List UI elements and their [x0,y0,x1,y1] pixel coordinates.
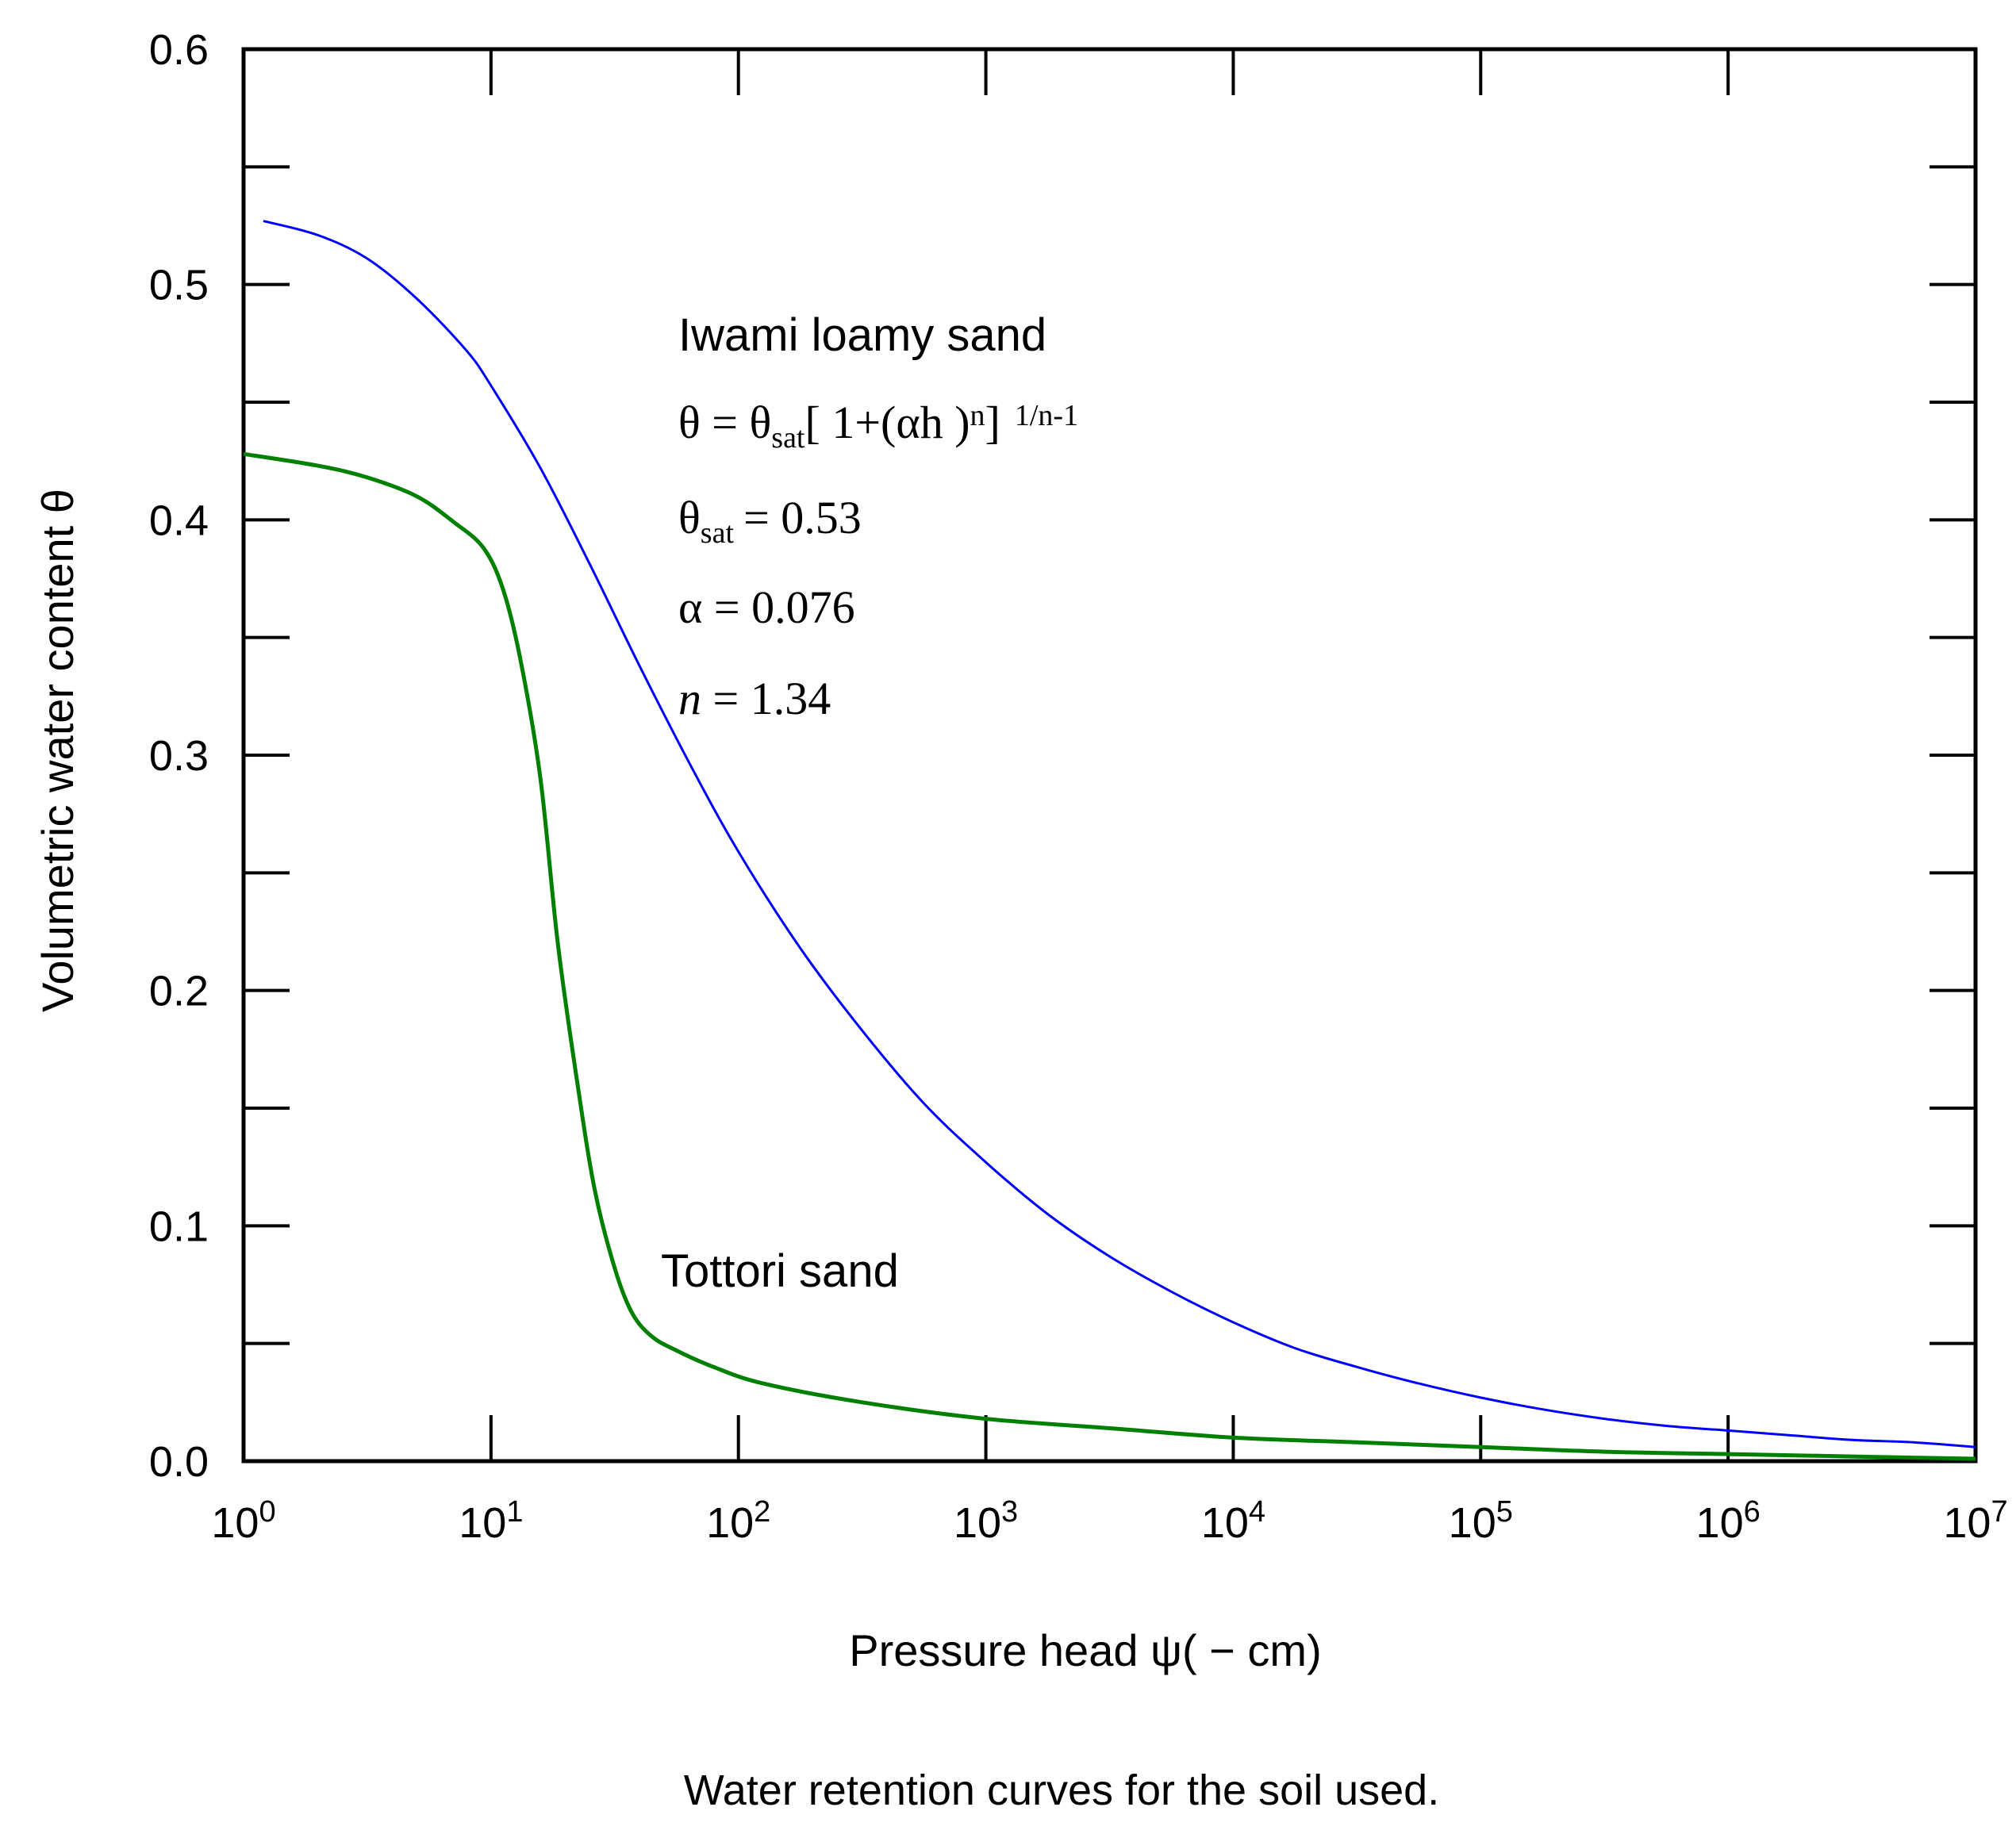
theta-sat-param: θsat = 0.53 [678,492,862,550]
eq-close: ] [985,397,1000,448]
theta-sat-subscript: sat [701,516,735,550]
plot-frame [241,47,1978,1464]
tottori-series-label: Tottori sand [661,1245,899,1297]
eq-exponent: 1/n-1 [1015,399,1078,432]
figure-caption: Water retention curves for the soil used… [684,1767,1439,1814]
iwami-loamy-sand-curve [263,220,1976,1448]
iwami-series-label: Iwami loamy sand [678,309,1046,361]
tottori-sand-curve [243,451,1976,1461]
eq-sat-subscript: sat [771,421,805,455]
x-axis-title: Pressure head ψ( − cm) [849,1625,1321,1675]
n-symbol: n [678,673,701,724]
y-tick-label: 0.5 [149,262,209,309]
x-tick-label: 107 [1943,1495,2007,1547]
x-tick-label: 105 [1449,1495,1513,1547]
theta-sat-lhs: θ [678,492,701,543]
x-tick-label: 102 [706,1495,770,1547]
x-tick-label: 103 [954,1495,1018,1547]
data-series [243,220,1976,1461]
eq-body: [ 1+(αh ) [805,397,970,448]
y-tick-label: 0.6 [149,26,209,74]
eq-lhs: θ = θ [678,397,771,448]
eq-n-superscript: n [970,399,985,432]
van-genuchten-equation: θ = θsat[ 1+(αh )n] 1/n-1 [678,397,1078,455]
y-tick-label: 0.4 [149,497,209,544]
plot-border [241,47,1978,1464]
y-axis-title: Volumetric water content θ [33,489,83,1012]
y-ticks: 0.0 0.1 0.2 0.3 0.4 0.5 0.6 [149,26,1976,1486]
x-ticks: 100 101 102 103 104 105 106 107 [211,49,2008,1547]
x-tick-label: 100 [211,1495,275,1547]
y-tick-label: 0.1 [149,1203,209,1250]
n-param: n = 1.34 [678,673,831,724]
y-tick-label: 0.0 [149,1438,209,1486]
y-tick-label: 0.2 [149,968,209,1015]
x-tick-label: 101 [459,1495,523,1547]
x-tick-label: 104 [1201,1495,1265,1547]
y-tick-label: 0.3 [149,732,209,780]
n-value: = 1.34 [701,673,831,724]
alpha-param: α = 0.076 [678,581,855,633]
theta-sat-value: = 0.53 [743,492,862,543]
x-tick-label: 106 [1696,1495,1761,1547]
